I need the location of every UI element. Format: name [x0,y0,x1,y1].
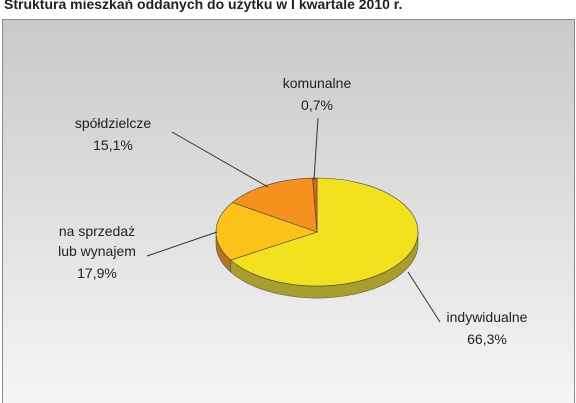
leader-line [146,231,218,257]
label-line: na sprzedaż [59,223,135,239]
label-line: lub wynajem [58,243,136,259]
leader-line [171,131,269,188]
slice-label: komunalne [283,75,352,91]
leader-line [313,117,319,181]
value-label: 17,9% [77,265,117,281]
slice-label: spółdzielcze [75,115,151,131]
slice-label: na sprzedaż lub wynajem [58,223,136,259]
slice-label: indywidualne [447,309,528,325]
leader-line [407,271,441,323]
label-line: komunalne [283,75,352,91]
slice [215,202,318,261]
label-line: indywidualne [447,309,528,325]
value-label: 66,3% [467,331,507,347]
value-label: 0,7% [301,97,333,113]
label-line: spółdzielcze [75,115,151,131]
slice [231,177,318,233]
slice [230,177,419,287]
slice [312,177,318,233]
value-label: 15,1% [93,137,133,153]
chart-title: Struktura mieszkań oddanych do użytku w … [4,0,402,12]
